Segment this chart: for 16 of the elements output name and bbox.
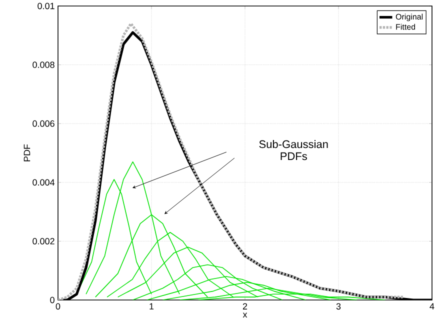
y-tick-label: 0.008	[32, 62, 54, 68]
legend-label: Fitted	[396, 24, 416, 30]
x-tick-label: 0	[56, 303, 60, 310]
legend-label: Original	[396, 14, 423, 22]
y-tick-label: 0.01	[38, 2, 54, 10]
y-tick-label: 0.002	[32, 238, 54, 244]
x-tick-label: 3	[336, 303, 341, 310]
y-tick-label: 0.004	[32, 179, 55, 186]
annotation: Sub-Gaussian PDFs	[259, 140, 328, 160]
y-tick-label: 0	[50, 296, 54, 304]
y-tick-label: 0.006	[32, 120, 54, 127]
y-axis-title: PDF	[24, 144, 30, 162]
x-tick-label: 1	[150, 303, 154, 310]
x-tick-label: 2	[242, 303, 248, 310]
x-tick-label: 4	[430, 303, 434, 310]
x-axis-title: x	[242, 312, 248, 318]
